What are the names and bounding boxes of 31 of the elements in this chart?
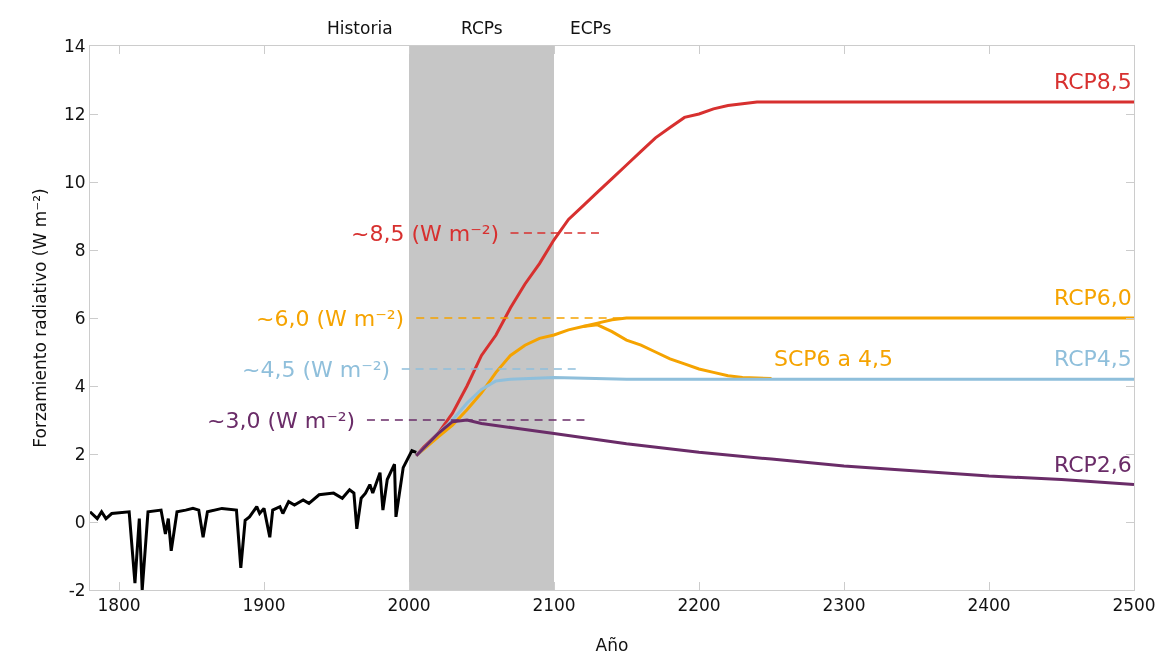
x-tick-label: 2500 — [1112, 595, 1156, 616]
x-tick-label: 1800 — [97, 595, 141, 616]
series-label: SCP6 a 4,5 — [774, 346, 894, 371]
text: Historia — [327, 18, 393, 38]
x-tick-label: 2000 — [387, 595, 431, 616]
series-label: RCP8,5 — [1054, 69, 1132, 94]
x-tick-label: 2200 — [677, 595, 721, 616]
x-tick-label: 1900 — [242, 595, 286, 616]
y-tick-label: 10 — [63, 171, 86, 192]
series-label: RCP6,0 — [1054, 285, 1132, 310]
annotation: ~4,5 (W m⁻²) — [242, 357, 391, 382]
y-tick-label: 6 — [74, 307, 86, 328]
annotation: ~6,0 (W m⁻²) — [256, 306, 405, 331]
y-tick-label: 12 — [63, 103, 86, 124]
y-tick-label: 8 — [74, 239, 86, 260]
y-axis-title: Forzamiento radiativo (W m⁻²) — [30, 188, 50, 448]
annotation: ~8,5 (W m⁻²) — [351, 221, 500, 246]
text: ECPs — [570, 18, 612, 38]
x-tick-label: 2100 — [532, 595, 576, 616]
annotation: ~3,0 (W m⁻²) — [207, 408, 356, 433]
x-tick-label: 2400 — [967, 595, 1011, 616]
y-tick-label: -2 — [68, 579, 86, 600]
series-label: RCP4,5 — [1054, 346, 1132, 371]
y-tick-label: 0 — [74, 511, 86, 532]
series-label: RCP2,6 — [1054, 452, 1132, 477]
y-tick-label: 2 — [74, 443, 86, 464]
x-axis-title: Año — [595, 635, 629, 655]
text: RCPs — [461, 18, 503, 38]
y-tick-label: 14 — [63, 35, 86, 56]
y-tick-label: 4 — [74, 375, 86, 396]
x-tick-label: 2300 — [822, 595, 866, 616]
